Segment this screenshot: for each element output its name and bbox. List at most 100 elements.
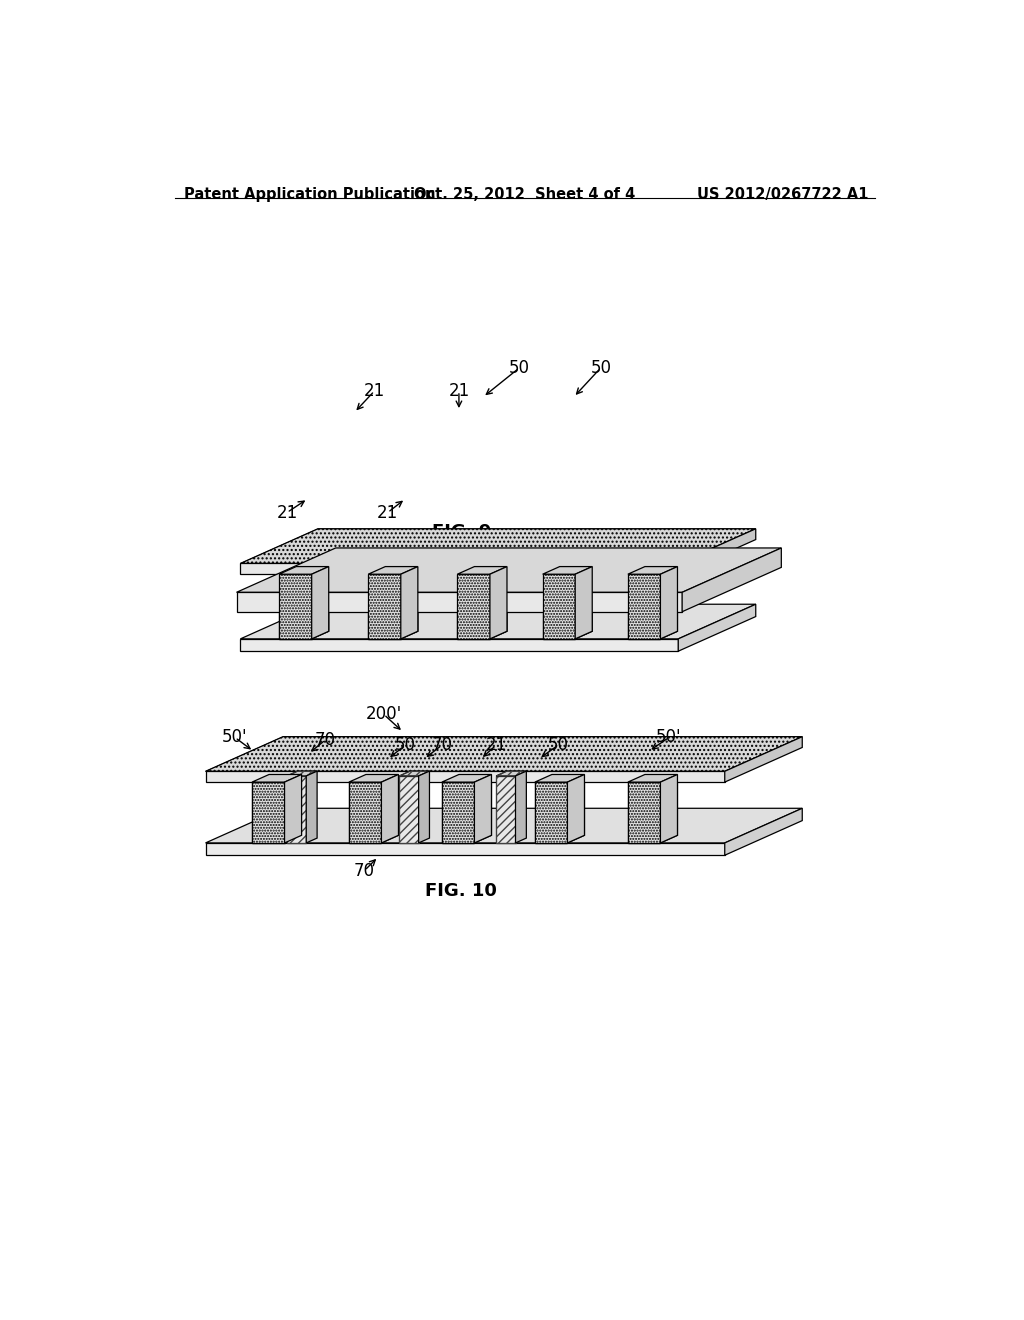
Polygon shape bbox=[349, 775, 398, 781]
Polygon shape bbox=[369, 574, 400, 639]
Text: 50: 50 bbox=[509, 359, 529, 376]
Polygon shape bbox=[575, 566, 592, 639]
Polygon shape bbox=[442, 781, 474, 843]
Polygon shape bbox=[206, 808, 802, 843]
Polygon shape bbox=[400, 566, 418, 639]
Polygon shape bbox=[496, 776, 515, 843]
Polygon shape bbox=[725, 808, 802, 855]
Polygon shape bbox=[369, 574, 400, 639]
Polygon shape bbox=[628, 566, 678, 574]
Polygon shape bbox=[458, 566, 507, 574]
Polygon shape bbox=[535, 775, 585, 781]
Polygon shape bbox=[660, 566, 678, 639]
Text: Patent Application Publication: Patent Application Publication bbox=[183, 187, 435, 202]
Text: 70: 70 bbox=[354, 862, 375, 879]
Polygon shape bbox=[237, 548, 781, 593]
Text: 70: 70 bbox=[431, 737, 453, 754]
Polygon shape bbox=[489, 566, 507, 639]
Polygon shape bbox=[252, 775, 302, 781]
Text: 50': 50' bbox=[222, 729, 248, 746]
Polygon shape bbox=[206, 737, 802, 771]
Polygon shape bbox=[252, 781, 285, 843]
Polygon shape bbox=[515, 771, 526, 843]
Polygon shape bbox=[458, 574, 489, 639]
Text: 50: 50 bbox=[590, 359, 611, 376]
Polygon shape bbox=[280, 566, 329, 574]
Polygon shape bbox=[458, 566, 507, 574]
Polygon shape bbox=[678, 605, 756, 651]
Polygon shape bbox=[419, 771, 429, 843]
Polygon shape bbox=[567, 775, 585, 843]
Text: FIG. 9: FIG. 9 bbox=[431, 523, 490, 541]
Polygon shape bbox=[311, 566, 329, 639]
Polygon shape bbox=[660, 775, 678, 843]
Polygon shape bbox=[660, 566, 678, 639]
Text: 21: 21 bbox=[485, 737, 507, 754]
Polygon shape bbox=[543, 566, 592, 574]
Polygon shape bbox=[349, 781, 381, 843]
Text: 70: 70 bbox=[315, 731, 336, 748]
Polygon shape bbox=[543, 566, 592, 574]
Text: 50': 50' bbox=[656, 729, 682, 746]
Text: 50: 50 bbox=[395, 737, 416, 754]
Polygon shape bbox=[628, 566, 678, 574]
Text: FIG. 10: FIG. 10 bbox=[425, 883, 498, 900]
Polygon shape bbox=[543, 574, 575, 639]
Polygon shape bbox=[628, 775, 678, 781]
Text: Oct. 25, 2012  Sheet 4 of 4: Oct. 25, 2012 Sheet 4 of 4 bbox=[414, 187, 636, 202]
Polygon shape bbox=[285, 775, 302, 843]
Polygon shape bbox=[660, 775, 678, 843]
Polygon shape bbox=[306, 771, 317, 843]
Polygon shape bbox=[241, 639, 678, 651]
Polygon shape bbox=[381, 775, 398, 843]
Text: 21: 21 bbox=[364, 381, 385, 400]
Polygon shape bbox=[725, 737, 802, 781]
Polygon shape bbox=[252, 775, 302, 781]
Polygon shape bbox=[628, 574, 660, 639]
Polygon shape bbox=[206, 843, 725, 855]
Polygon shape bbox=[628, 775, 678, 781]
Polygon shape bbox=[575, 566, 592, 639]
Text: 21: 21 bbox=[276, 504, 298, 521]
Polygon shape bbox=[237, 593, 682, 611]
Polygon shape bbox=[489, 566, 507, 639]
Polygon shape bbox=[241, 605, 756, 639]
Text: 21: 21 bbox=[449, 381, 470, 400]
Polygon shape bbox=[442, 775, 492, 781]
Polygon shape bbox=[442, 781, 474, 843]
Text: 200': 200' bbox=[366, 705, 401, 723]
Polygon shape bbox=[369, 566, 418, 574]
Polygon shape bbox=[399, 776, 419, 843]
Polygon shape bbox=[280, 574, 311, 639]
Polygon shape bbox=[399, 771, 429, 776]
Text: US 2012/0267722 A1: US 2012/0267722 A1 bbox=[696, 187, 868, 202]
Polygon shape bbox=[206, 771, 725, 781]
Polygon shape bbox=[474, 775, 492, 843]
Polygon shape bbox=[678, 529, 756, 574]
Polygon shape bbox=[280, 574, 311, 639]
Polygon shape bbox=[311, 566, 329, 639]
Polygon shape bbox=[496, 771, 526, 776]
Polygon shape bbox=[252, 781, 285, 843]
Polygon shape bbox=[381, 775, 398, 843]
Polygon shape bbox=[400, 566, 418, 639]
Polygon shape bbox=[287, 776, 306, 843]
Polygon shape bbox=[535, 775, 585, 781]
Text: 50: 50 bbox=[548, 737, 568, 754]
Polygon shape bbox=[628, 781, 660, 843]
Polygon shape bbox=[442, 775, 492, 781]
Polygon shape bbox=[628, 781, 660, 843]
Polygon shape bbox=[349, 775, 398, 781]
Polygon shape bbox=[535, 781, 567, 843]
Polygon shape bbox=[349, 781, 381, 843]
Polygon shape bbox=[241, 564, 678, 574]
Polygon shape bbox=[241, 529, 756, 564]
Text: 21: 21 bbox=[377, 504, 398, 521]
Polygon shape bbox=[628, 574, 660, 639]
Polygon shape bbox=[535, 781, 567, 843]
Polygon shape bbox=[285, 775, 302, 843]
Polygon shape bbox=[280, 566, 329, 574]
Polygon shape bbox=[369, 566, 418, 574]
Polygon shape bbox=[287, 771, 317, 776]
Polygon shape bbox=[458, 574, 489, 639]
